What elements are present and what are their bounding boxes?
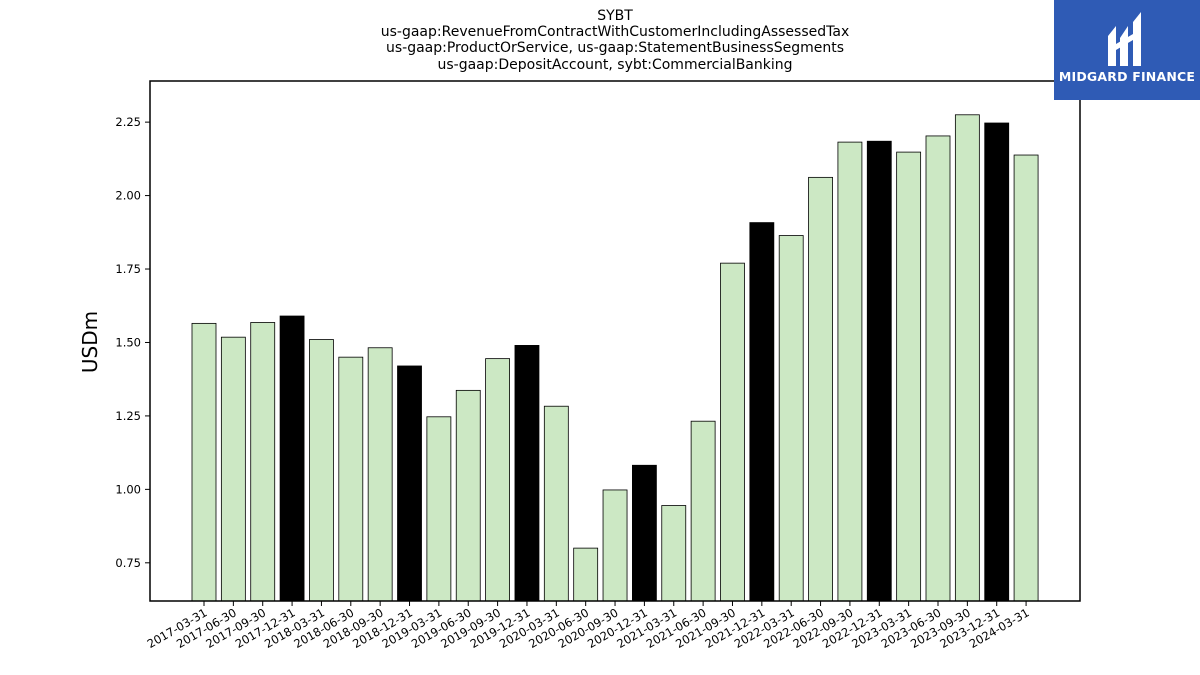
- brand-logo: MIDGARD FINANCE: [1054, 0, 1200, 100]
- bar: [191, 322, 217, 602]
- y-tick-label: 2.25: [115, 115, 141, 129]
- bar: [1013, 154, 1039, 602]
- bar: [338, 356, 364, 602]
- bar: [690, 420, 716, 602]
- bar: [220, 336, 246, 602]
- plot-area-frame: [149, 80, 1081, 602]
- bar: [397, 365, 422, 602]
- bar: [778, 235, 804, 602]
- x-axis: 2017-03-312017-06-302017-09-302017-12-31…: [145, 601, 1032, 651]
- y-tick-label: 0.75: [115, 556, 141, 570]
- bar: [485, 358, 511, 602]
- bar: [984, 122, 1010, 602]
- bar: [573, 547, 599, 602]
- bar: [514, 345, 540, 602]
- bar: [749, 222, 775, 602]
- bar: [279, 315, 305, 602]
- bar: [602, 489, 628, 602]
- y-tick-label: 1.75: [115, 262, 141, 276]
- y-tick-label: 1.50: [115, 335, 141, 349]
- bar: [632, 464, 657, 602]
- bar: [837, 141, 863, 602]
- bar: [455, 389, 481, 602]
- bar: [808, 176, 833, 602]
- y-axis-label: USDm: [78, 311, 102, 373]
- bar: [661, 505, 687, 602]
- bar: [720, 262, 745, 602]
- bar: [866, 140, 892, 602]
- brand-logo-text: MIDGARD FINANCE: [1058, 69, 1196, 84]
- y-tick-label: 1.00: [115, 482, 141, 496]
- bar: [925, 135, 951, 602]
- chart-title-line-4: us-gaap:DepositAccount, sybt:CommercialB…: [437, 57, 792, 73]
- y-axis: 0.75 1.00 1.25 1.50 1.75 2.00 2.25: [115, 115, 150, 570]
- bar: [896, 151, 922, 602]
- chart-title-line-3: us-gaap:ProductOrService, us-gaap:Statem…: [386, 40, 844, 56]
- bar: [367, 347, 393, 602]
- chart-title: SYBT us-gaap:RevenueFromContractWithCust…: [381, 8, 850, 73]
- bar: [309, 339, 334, 602]
- bar: [426, 416, 452, 602]
- bar: [543, 405, 569, 602]
- bars-group: [191, 114, 1039, 602]
- bar: [250, 322, 276, 602]
- chart-title-line-1: SYBT: [597, 8, 633, 24]
- midgard-logo-icon: [1108, 12, 1141, 66]
- bar: [954, 114, 980, 602]
- chart-title-line-2: us-gaap:RevenueFromContractWithCustomerI…: [381, 24, 850, 40]
- y-tick-label: 1.25: [115, 409, 141, 423]
- y-tick-label: 2.00: [115, 189, 141, 203]
